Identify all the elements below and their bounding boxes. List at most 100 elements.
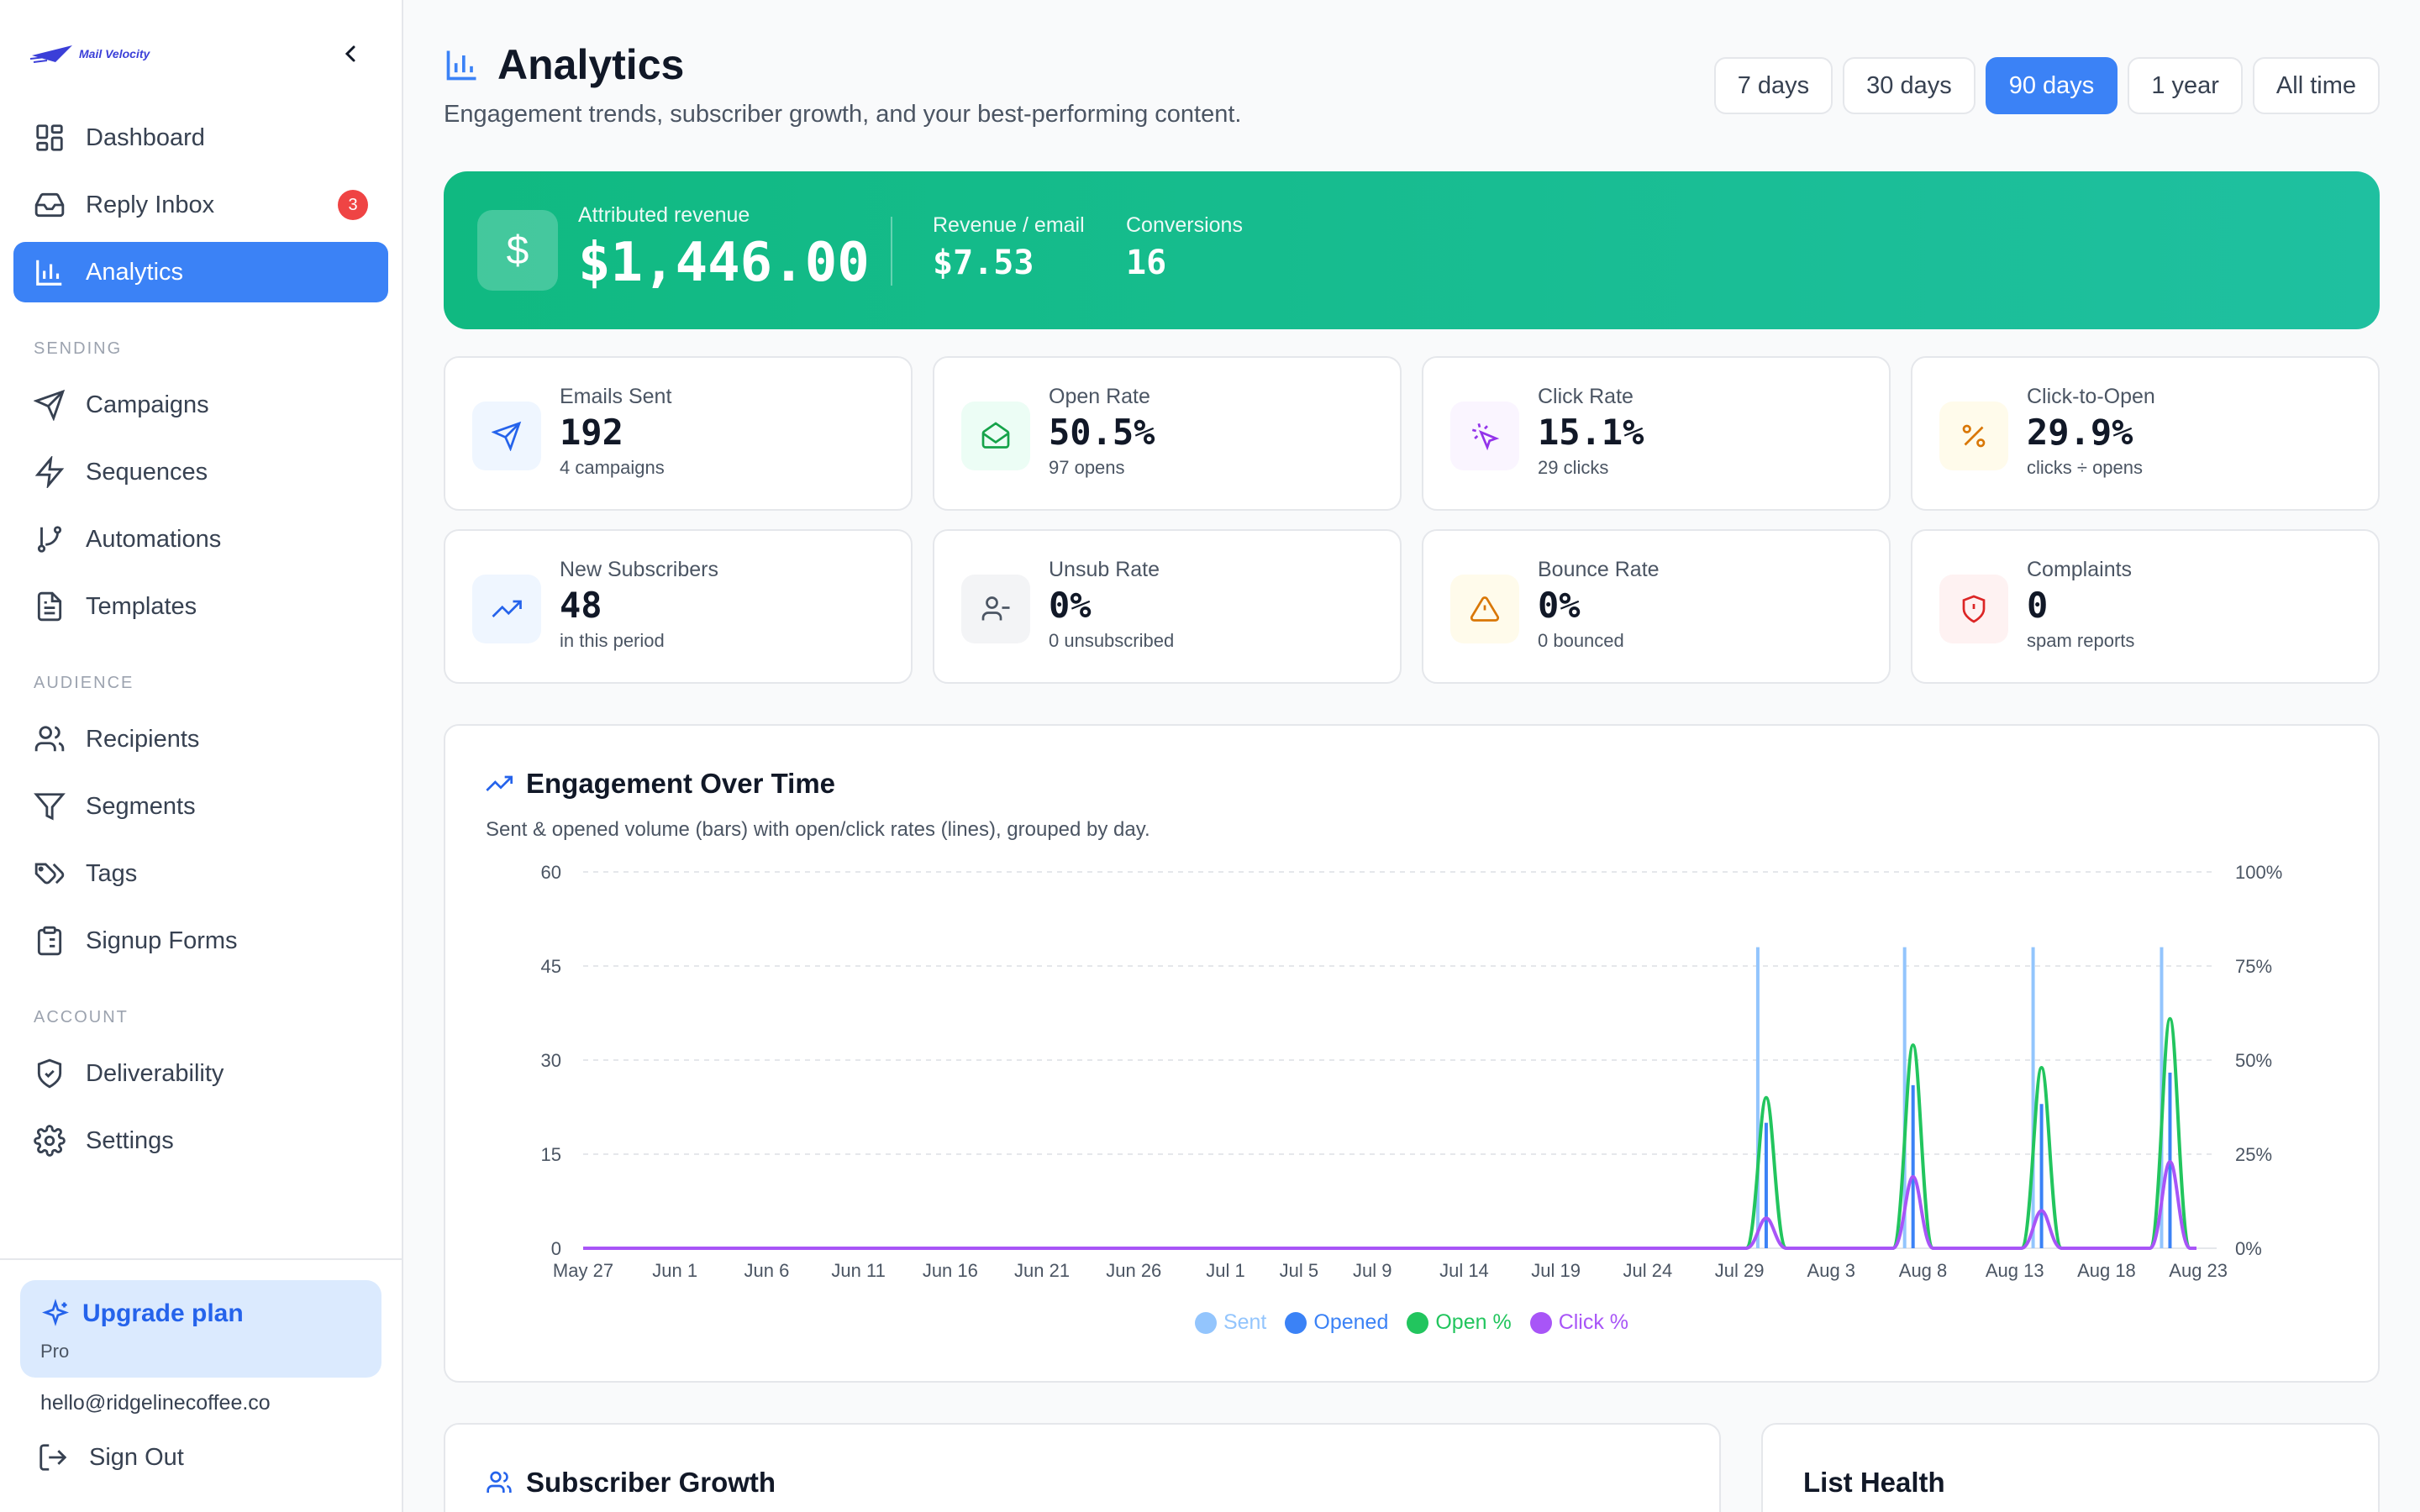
y-right-tick-label: 50% (2235, 1050, 2272, 1071)
legend-item-open-pct[interactable]: Open % (1407, 1310, 1512, 1335)
y-right-tick-label: 0% (2235, 1238, 2262, 1259)
stat-sub: 4 campaigns (560, 457, 665, 478)
file-icon (37, 591, 62, 622)
section-heading-audience: AUDIENCE (34, 674, 134, 692)
user-email: hello@ridgelinecoffee.co (40, 1391, 271, 1415)
stat-label: Click-to-Open (2027, 385, 2155, 408)
revenue-per-email-label: Revenue / email (933, 213, 1085, 237)
x-tick-label: Jun 21 (1014, 1260, 1070, 1281)
legend-item-opened[interactable]: Opened (1285, 1310, 1388, 1335)
subscriber-growth-card: Subscriber Growth (444, 1423, 1721, 1512)
stat-label: Open Rate (1049, 385, 1150, 408)
date-range-selector: 7 days 30 days 90 days 1 year All time (1713, 57, 2380, 114)
x-tick-label: Jul 9 (1353, 1260, 1392, 1281)
legend-item-click-pct[interactable]: Click % (1529, 1310, 1628, 1335)
sidebar-item-signup-forms[interactable]: Signup Forms (13, 911, 388, 971)
send-icon (34, 389, 66, 421)
send-icon (472, 402, 541, 470)
sidebar-item-label: Tags (86, 859, 138, 887)
upgrade-plan-button[interactable]: Upgrade plan Pro (20, 1280, 381, 1378)
sidebar-item-automations[interactable]: Automations (13, 509, 388, 570)
range-all-time[interactable]: All time (2252, 57, 2380, 114)
sidebar-item-deliverability[interactable]: Deliverability (13, 1043, 388, 1104)
x-tick-label: Jul 1 (1206, 1260, 1244, 1281)
range-90-days[interactable]: 90 days (1985, 57, 2118, 114)
range-30-days[interactable]: 30 days (1843, 57, 1975, 114)
sidebar-item-reply-inbox[interactable]: Reply Inbox 3 (13, 175, 388, 235)
bar-opened (1764, 1122, 1768, 1248)
stat-label: Bounce Rate (1538, 558, 1660, 581)
revenue-per-email-value: $7.53 (933, 244, 1034, 282)
x-tick-label: May 27 (553, 1260, 613, 1281)
revenue-banner: $ Attributed revenue $1,446.00 Revenue /… (444, 171, 2380, 329)
range-7-days[interactable]: 7 days (1713, 57, 1833, 114)
stat-sub: 0 unsubscribed (1049, 630, 1175, 651)
dashboard-icon (36, 124, 63, 151)
bar-chart-icon (446, 50, 476, 81)
current-plan: Pro (40, 1341, 70, 1362)
sidebar-item-segments[interactable]: Segments (13, 776, 388, 837)
sidebar-item-tags[interactable]: Tags (13, 843, 388, 904)
y-right-tick-label: 75% (2235, 956, 2272, 977)
stat-sub: clicks ÷ opens (2027, 457, 2144, 478)
stat-card-complaints: Complaints 0 spam reports (1911, 529, 2380, 684)
engagement-chart-title: Engagement Over Time (486, 768, 835, 800)
git-branch-icon (37, 526, 62, 553)
x-tick-label: Aug 18 (2077, 1260, 2136, 1281)
trending-up-icon (486, 775, 513, 791)
tags-icon (34, 863, 65, 885)
bar-sent (2031, 947, 2035, 1248)
sidebar-item-label: Reply Inbox (86, 191, 215, 218)
engagement-subtitle: Sent & opened volume (bars) with open/cl… (486, 818, 1150, 841)
sidebar-item-dashboard[interactable]: Dashboard (13, 108, 388, 168)
bar-opened (2039, 1104, 2044, 1248)
page-title: Analytics (497, 41, 685, 88)
pointer-icon (1450, 402, 1519, 470)
sidebar-item-sequences[interactable]: Sequences (13, 442, 388, 502)
y-left-tick-label: 15 (541, 1144, 561, 1165)
engagement-title-text: Engagement Over Time (526, 768, 836, 799)
sidebar-item-label: Dashboard (86, 123, 205, 151)
bar-sent (1755, 947, 1760, 1248)
sidebar-item-settings[interactable]: Settings (13, 1110, 388, 1171)
x-tick-label: Jul 29 (1715, 1260, 1765, 1281)
sidebar-item-label: Automations (86, 525, 222, 553)
line-click-pct (583, 1159, 2196, 1250)
chart-legend: Sent Opened Open % Click % (445, 1310, 2378, 1335)
brand-logo[interactable]: Mail Velocity (30, 40, 150, 67)
collapse-sidebar-button[interactable] (336, 40, 366, 67)
upgrade-label: Upgrade plan (82, 1299, 244, 1327)
unread-count-badge: 3 (338, 190, 368, 220)
trending-up-icon (472, 575, 541, 643)
stat-value: 50.5% (1049, 412, 1155, 453)
stat-label: New Subscribers (560, 558, 718, 581)
users-icon (487, 1471, 512, 1493)
sidebar-item-templates[interactable]: Templates (13, 576, 388, 637)
sidebar-item-label: Recipients (86, 725, 200, 753)
sidebar-item-recipients[interactable]: Recipients (13, 709, 388, 769)
x-tick-label: Jun 16 (923, 1260, 978, 1281)
stat-sub: 29 clicks (1538, 457, 1609, 478)
line-open-pct (583, 1016, 2196, 1250)
inbox-icon (34, 192, 65, 218)
stat-value: 192 (560, 412, 623, 453)
sign-out-button[interactable]: Sign Out (37, 1441, 184, 1473)
revenue-value: $1,446.00 (578, 232, 870, 294)
list-health-card: List Health (1761, 1423, 2380, 1512)
stat-sub: in this period (560, 630, 665, 651)
mail-open-icon (961, 402, 1030, 470)
page-subtitle: Engagement trends, subscriber growth, an… (444, 101, 1242, 128)
sidebar-item-label: Templates (86, 592, 197, 620)
sidebar-item-analytics[interactable]: Analytics (13, 242, 388, 302)
range-1-year[interactable]: 1 year (2128, 57, 2243, 114)
stat-card-open-rate: Open Rate 50.5% 97 opens (933, 356, 1402, 511)
dollar-icon: $ (477, 210, 558, 291)
bar-opened (1911, 1084, 1915, 1248)
engagement-chart: 0 15 30 45 60 0% 25% 50% 75% 100% May 27 Jun 1 Jun 6… (541, 862, 2283, 1281)
sidebar-item-label: Segments (86, 792, 196, 820)
sidebar-item-campaigns[interactable]: Campaigns (13, 375, 388, 435)
stat-label: Complaints (2027, 558, 2133, 581)
stat-value: 48 (560, 585, 602, 626)
legend-item-sent[interactable]: Sent (1194, 1310, 1266, 1335)
stat-value: 29.9% (2027, 412, 2133, 453)
